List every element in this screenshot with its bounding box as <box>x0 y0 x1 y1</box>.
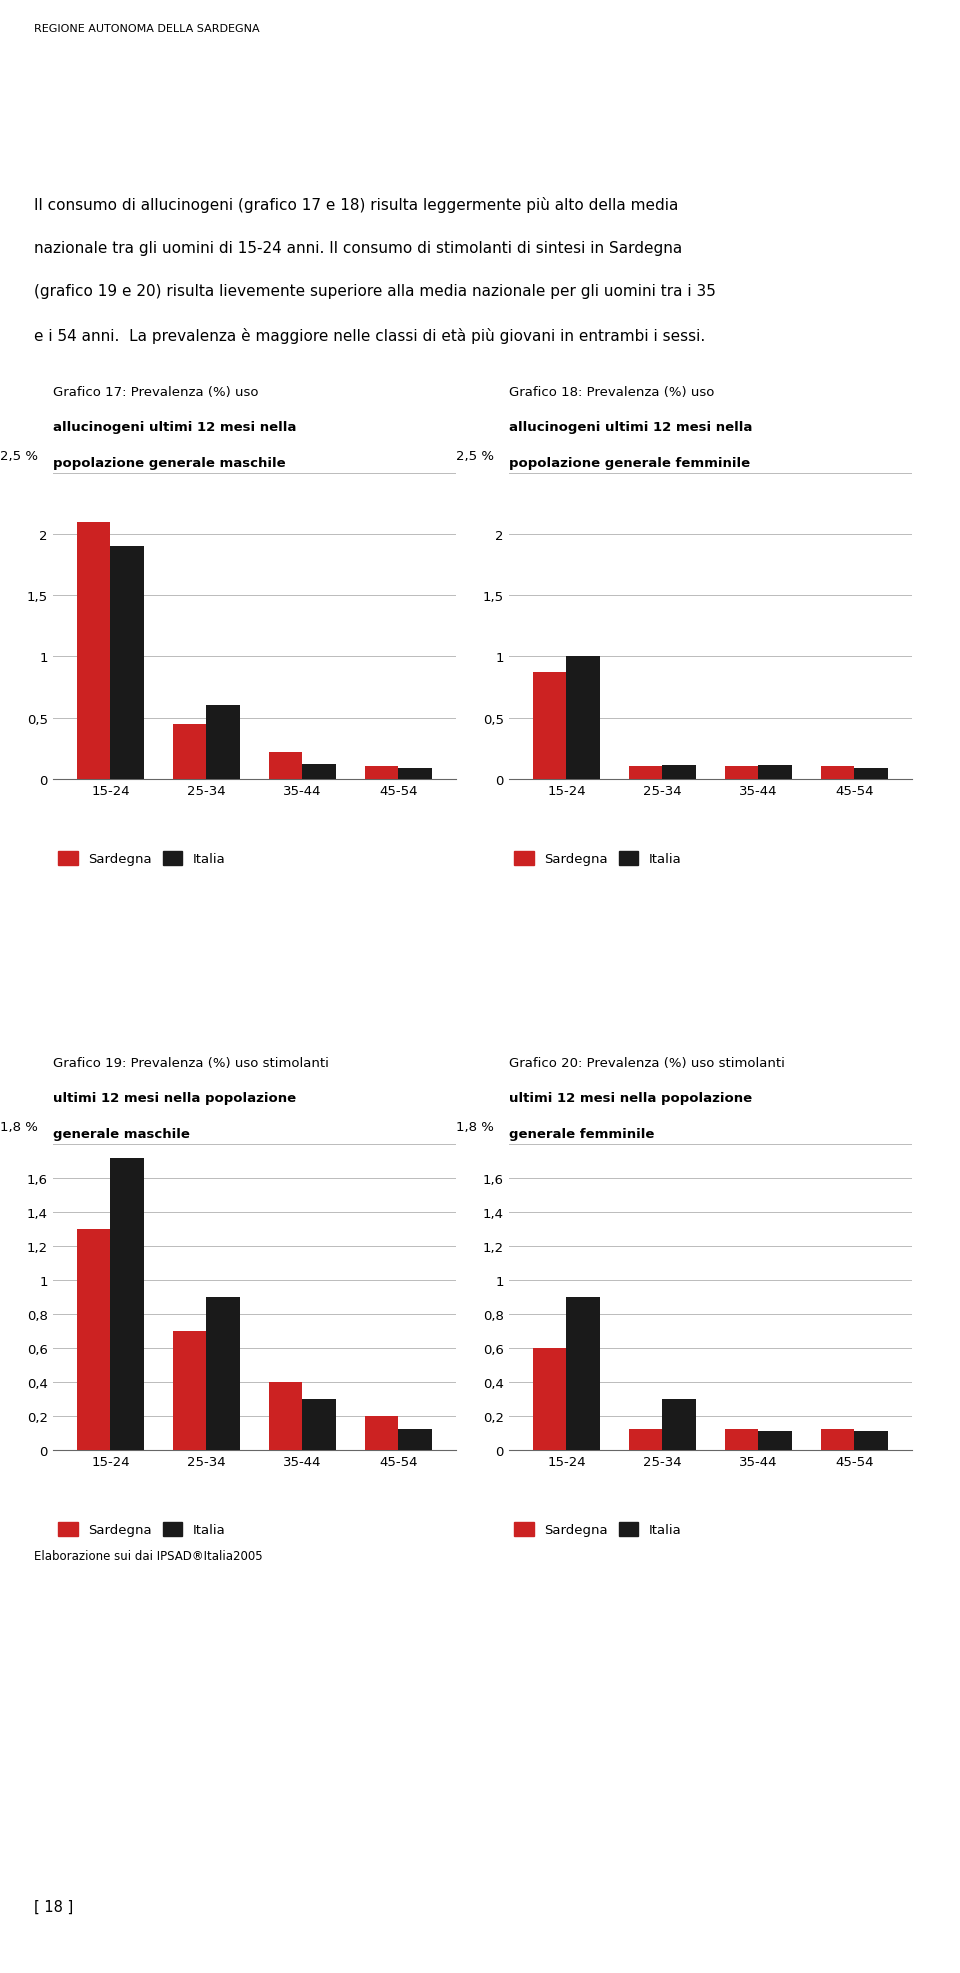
Text: 1,8 %: 1,8 % <box>456 1121 494 1134</box>
Bar <box>365 767 398 779</box>
Text: popolazione generale femminile: popolazione generale femminile <box>509 456 750 470</box>
Text: ultimi 12 mesi nella popolazione: ultimi 12 mesi nella popolazione <box>53 1091 296 1105</box>
Text: Grafico 20: Prevalenza (%) uso stimolanti: Grafico 20: Prevalenza (%) uso stimolant… <box>509 1056 784 1069</box>
Text: Grafico 18: Prevalenza (%) uso: Grafico 18: Prevalenza (%) uso <box>509 385 714 399</box>
Bar <box>173 724 206 779</box>
Bar <box>566 657 600 779</box>
Bar <box>854 1432 888 1450</box>
Text: e i 54 anni.  La prevalenza è maggiore nelle classi di età più giovani in entram: e i 54 anni. La prevalenza è maggiore ne… <box>34 328 705 343</box>
Text: (grafico 19 e 20) risulta lievemente superiore alla media nazionale per gli uomi: (grafico 19 e 20) risulta lievemente sup… <box>34 284 715 300</box>
Text: allucinogeni ultimi 12 mesi nella: allucinogeni ultimi 12 mesi nella <box>509 420 753 434</box>
Bar <box>662 1399 696 1450</box>
Text: REGIONE AUTONOMA DELLA SARDEGNA: REGIONE AUTONOMA DELLA SARDEGNA <box>34 24 259 34</box>
Bar <box>758 1432 792 1450</box>
Bar <box>821 1430 854 1450</box>
Bar <box>533 1348 566 1450</box>
Bar <box>302 766 336 779</box>
Bar <box>77 523 110 779</box>
Legend: Sardegna, Italia: Sardegna, Italia <box>509 1517 687 1543</box>
Text: ultimi 12 mesi nella popolazione: ultimi 12 mesi nella popolazione <box>509 1091 752 1105</box>
Bar <box>398 767 432 779</box>
Text: 2,5 %: 2,5 % <box>456 450 494 464</box>
Text: Il consumo di allucinogeni (grafico 17 e 18) risulta leggermente più alto della : Il consumo di allucinogeni (grafico 17 e… <box>34 197 678 213</box>
Bar <box>566 1298 600 1450</box>
Text: 1,8 %: 1,8 % <box>0 1121 38 1134</box>
Bar <box>854 767 888 779</box>
Bar <box>206 1298 240 1450</box>
Legend: Sardegna, Italia: Sardegna, Italia <box>53 846 231 872</box>
Text: Grafico 17: Prevalenza (%) uso: Grafico 17: Prevalenza (%) uso <box>53 385 258 399</box>
Bar <box>662 766 696 779</box>
Bar <box>758 766 792 779</box>
Text: Elaborazione sui dai IPSAD®Italia2005: Elaborazione sui dai IPSAD®Italia2005 <box>34 1549 262 1563</box>
Bar <box>269 752 302 779</box>
Bar <box>206 706 240 779</box>
Bar <box>398 1430 432 1450</box>
Text: generale femminile: generale femminile <box>509 1127 654 1140</box>
Text: 2,5 %: 2,5 % <box>0 450 38 464</box>
Bar <box>725 1430 758 1450</box>
Bar <box>269 1383 302 1450</box>
Bar <box>725 767 758 779</box>
Text: [ 18 ]: [ 18 ] <box>34 1898 73 1914</box>
Bar <box>365 1417 398 1450</box>
Legend: Sardegna, Italia: Sardegna, Italia <box>53 1517 231 1543</box>
Bar <box>173 1332 206 1450</box>
Text: popolazione generale maschile: popolazione generale maschile <box>53 456 285 470</box>
Bar <box>533 673 566 779</box>
Bar <box>302 1399 336 1450</box>
Text: Grafico 19: Prevalenza (%) uso stimolanti: Grafico 19: Prevalenza (%) uso stimolant… <box>53 1056 328 1069</box>
Text: nazionale tra gli uomini di 15-24 anni. Il consumo di stimolanti di sintesi in S: nazionale tra gli uomini di 15-24 anni. … <box>34 241 682 256</box>
Text: allucinogeni ultimi 12 mesi nella: allucinogeni ultimi 12 mesi nella <box>53 420 297 434</box>
Legend: Sardegna, Italia: Sardegna, Italia <box>509 846 687 872</box>
Bar <box>821 767 854 779</box>
Bar <box>110 1158 144 1450</box>
Bar <box>629 1430 662 1450</box>
Bar <box>77 1229 110 1450</box>
Text: generale maschile: generale maschile <box>53 1127 190 1140</box>
Bar <box>110 547 144 779</box>
Bar <box>629 767 662 779</box>
